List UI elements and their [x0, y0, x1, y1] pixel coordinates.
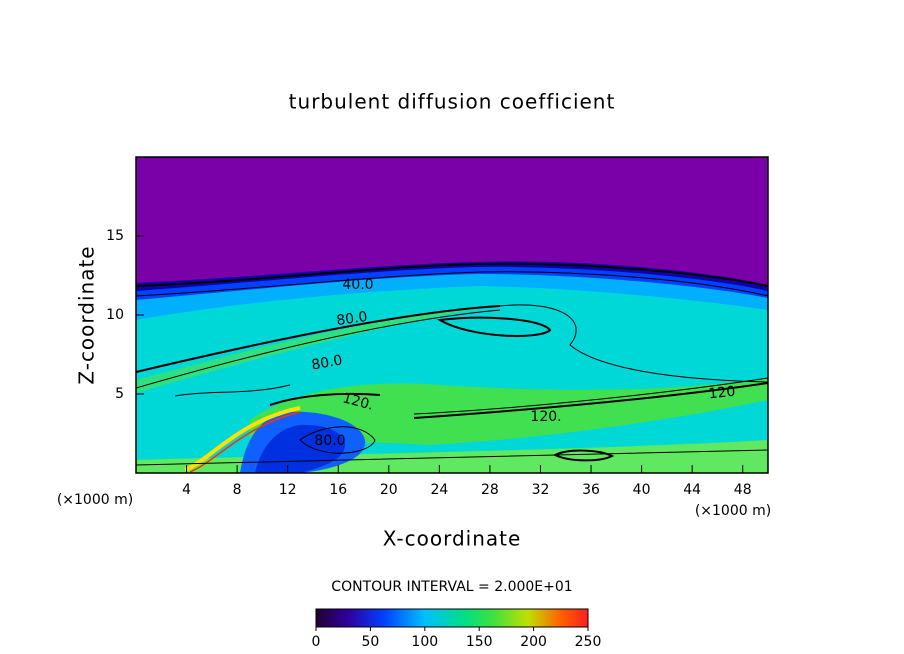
x-tick-label: 48: [734, 482, 752, 498]
x-tick-label: 4: [182, 482, 191, 498]
x-tick-label: 12: [279, 482, 297, 498]
contour-label: 40.0: [342, 277, 373, 293]
y-tick-label: 10: [106, 307, 124, 323]
x-tick-label: 28: [481, 482, 499, 498]
y-unit: (×1000 m): [57, 492, 133, 508]
x-tick-label: 8: [233, 482, 242, 498]
y-tick-label: 15: [106, 228, 124, 244]
x-tick-label: 20: [380, 482, 398, 498]
x-tick-label: 36: [582, 482, 600, 498]
colorbar-tick-label: 50: [361, 634, 379, 650]
y-tick-label: 5: [115, 386, 124, 402]
x-tick-label: 40: [633, 482, 651, 498]
colorbar: [315, 608, 589, 628]
contour-field: [136, 157, 768, 473]
contour-label: 80.0: [310, 352, 343, 373]
colorbar-tick-label: 250: [575, 634, 602, 650]
contour-interval: CONTOUR INTERVAL = 2.000E+01: [331, 579, 572, 595]
chart-title: turbulent diffusion coefficient: [289, 90, 616, 114]
x-tick-label: 16: [329, 482, 347, 498]
colorbar-tick-label: 0: [312, 634, 321, 650]
contour-label: 120.: [341, 390, 375, 414]
contour-label: 80.0: [335, 309, 368, 329]
x-unit: (×1000 m): [695, 503, 771, 519]
colorbar-tick-label: 200: [520, 634, 547, 650]
x-axis-label: X-coordinate: [383, 527, 522, 551]
y-axis-label: Z-coordinate: [75, 245, 99, 384]
colorbar-tick-label: 150: [466, 634, 493, 650]
contour-label: 80.0: [314, 433, 345, 449]
x-tick-label: 44: [683, 482, 701, 498]
contour-label: 120: [708, 384, 736, 403]
contour-label: 120.: [530, 409, 561, 425]
x-tick-label: 24: [430, 482, 448, 498]
colorbar-tick-label: 100: [411, 634, 438, 650]
x-tick-label: 32: [532, 482, 550, 498]
